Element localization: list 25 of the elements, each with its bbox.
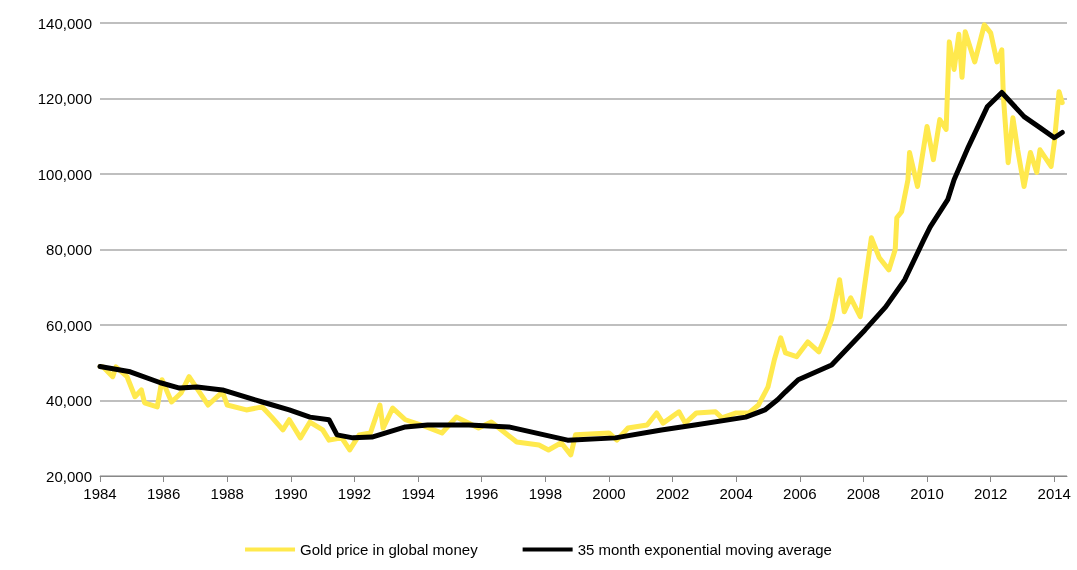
- y-tick-label: 140,000: [37, 14, 92, 32]
- y-tick-label: 100,000: [37, 165, 92, 183]
- x-tick-label: 2010: [910, 485, 944, 502]
- y-tick-label: 20,000: [46, 467, 92, 485]
- x-tick-label: 1988: [210, 485, 244, 502]
- x-tick-label: 1996: [465, 485, 499, 502]
- x-tick-label: 1994: [401, 485, 435, 502]
- x-tick-label: 2000: [592, 485, 626, 502]
- x-tick-label: 2006: [783, 485, 817, 502]
- x-tick-label: 1998: [528, 485, 563, 502]
- x-tick-label: 2004: [719, 485, 753, 502]
- y-tick-label: 40,000: [46, 392, 92, 409]
- x-tick-label: 1990: [274, 485, 308, 502]
- x-tick-label: 1992: [337, 485, 372, 502]
- y-tick-label: 60,000: [46, 316, 92, 334]
- y-tick-label: 80,000: [46, 241, 92, 258]
- y-tick-label: 120,000: [37, 90, 92, 107]
- x-tick-label: 2012: [973, 485, 1008, 502]
- x-tick-label: 1986: [146, 485, 181, 502]
- legend-label: Gold price in global money: [300, 541, 479, 558]
- x-tick-label: 2002: [655, 485, 690, 502]
- x-tick-label: 2014: [1037, 485, 1071, 502]
- x-tick-label: 2008: [846, 485, 881, 502]
- x-tick-label: 1984: [83, 485, 117, 502]
- legend-label: 35 month exponential moving average: [577, 541, 832, 558]
